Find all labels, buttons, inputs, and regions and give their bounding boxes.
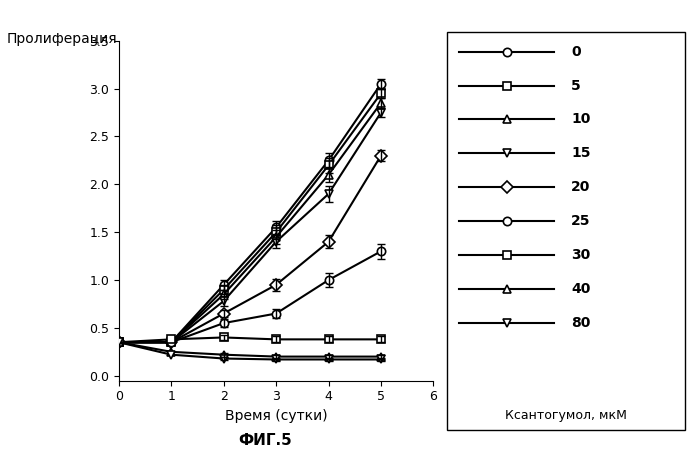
- Text: 10: 10: [571, 112, 591, 126]
- Text: 80: 80: [571, 316, 591, 330]
- Text: ФИГ.5: ФИГ.5: [239, 434, 292, 448]
- Text: 15: 15: [571, 146, 591, 160]
- Text: 0: 0: [571, 45, 581, 58]
- Text: 40: 40: [571, 282, 591, 296]
- X-axis label: Время (сутки): Время (сутки): [225, 409, 327, 423]
- Text: 25: 25: [571, 214, 591, 228]
- Text: 30: 30: [571, 248, 590, 262]
- Text: Пролиферация: Пролиферация: [7, 32, 117, 46]
- Text: Ксантогумол, мкМ: Ксантогумол, мкМ: [505, 410, 627, 422]
- Text: 20: 20: [571, 180, 591, 194]
- Text: 5: 5: [571, 78, 581, 92]
